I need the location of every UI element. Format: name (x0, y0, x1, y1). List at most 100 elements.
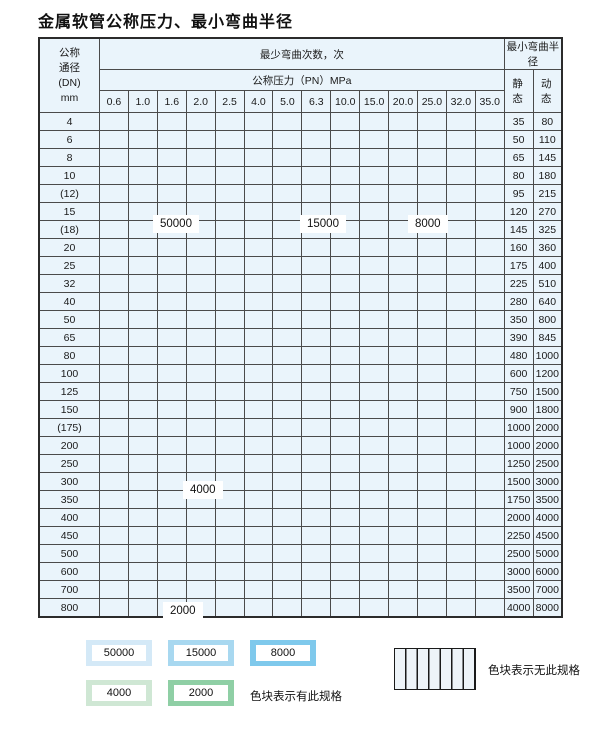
cell-spec-available (214, 166, 245, 185)
cell-static-radius: 65 (503, 148, 534, 167)
cell-spec-available (359, 220, 390, 239)
cell-spec-unavailable (388, 544, 418, 563)
cell-spec-unavailable (272, 562, 303, 581)
cell-static-radius: 1500 (503, 472, 534, 491)
cell-nominal-diameter: 25 (38, 256, 100, 275)
cell-spec-unavailable (474, 544, 505, 563)
cell-spec-unavailable (474, 454, 505, 473)
cell-spec-available (243, 310, 274, 329)
cell-spec-unavailable (330, 382, 361, 401)
cell-spec-available (214, 220, 245, 239)
cell-nominal-diameter: (18) (38, 220, 100, 239)
cell-spec-available (272, 166, 303, 185)
cell-spec-available (99, 526, 129, 545)
cell-spec-unavailable (359, 544, 390, 563)
cell-spec-available (156, 130, 187, 149)
legend-swatch: 50000 (86, 640, 152, 666)
cell-spec-available (185, 274, 216, 293)
cell-spec-unavailable (330, 436, 361, 455)
cell-dynamic-radius: 1800 (532, 400, 563, 419)
cell-spec-available (272, 238, 303, 257)
cell-spec-unavailable (388, 400, 418, 419)
cell-spec-unavailable (416, 274, 447, 293)
cell-spec-available (127, 364, 158, 383)
cell-spec-available (127, 184, 158, 203)
cell-spec-available (99, 436, 129, 455)
cell-dynamic-radius: 110 (532, 130, 563, 149)
table-row: 125 750 1500 (38, 382, 563, 401)
cell-spec-unavailable (359, 598, 390, 618)
table-row: (175) 1000 2000 (38, 418, 563, 437)
table-row: 300 1500 3000 (38, 472, 563, 491)
cell-spec-available (243, 256, 274, 275)
cell-spec-unavailable (330, 526, 361, 545)
cell-spec-unavailable (416, 454, 447, 473)
cell-spec-available (214, 346, 245, 365)
legend-swatch: 15000 (168, 640, 234, 666)
cell-spec-available (156, 274, 187, 293)
cell-spec-available (301, 148, 332, 167)
cell-spec-available (301, 238, 332, 257)
cell-spec-available (99, 544, 129, 563)
cell-spec-unavailable (416, 562, 447, 581)
overlay-bend-count-label: 2000 (163, 602, 203, 620)
cell-spec-available (127, 454, 158, 473)
header-min-bend-radius: 最小弯曲半径 (503, 37, 563, 70)
cell-nominal-diameter: 400 (38, 508, 100, 527)
cell-spec-unavailable (445, 454, 476, 473)
cell-spec-unavailable (445, 238, 476, 257)
cell-dynamic-radius: 4500 (532, 526, 563, 545)
header-pressure-col: 4.0 (243, 90, 274, 113)
cell-spec-available (243, 346, 274, 365)
cell-spec-unavailable (388, 310, 418, 329)
cell-spec-unavailable (416, 472, 447, 491)
cell-spec-unavailable (445, 436, 476, 455)
cell-spec-unavailable (359, 310, 390, 329)
cell-spec-available (156, 418, 187, 437)
cell-spec-unavailable (474, 382, 505, 401)
cell-spec-available (156, 526, 187, 545)
cell-spec-unavailable (388, 346, 418, 365)
table-row: 700 3500 7000 (38, 580, 563, 599)
cell-spec-unavailable (359, 346, 390, 365)
cell-spec-unavailable (474, 328, 505, 347)
cell-spec-available (99, 418, 129, 437)
cell-spec-available (272, 256, 303, 275)
cell-spec-unavailable (388, 454, 418, 473)
cell-spec-available (301, 292, 332, 311)
overlay-bend-count-label: 8000 (408, 215, 448, 233)
cell-spec-unavailable (445, 310, 476, 329)
cell-spec-available (156, 508, 187, 527)
cell-dynamic-radius: 800 (532, 310, 563, 329)
cell-spec-unavailable (388, 364, 418, 383)
legend-no-spec-text: 色块表示无此规格 (488, 665, 580, 677)
cell-static-radius: 35 (503, 112, 534, 131)
cell-spec-unavailable (214, 598, 245, 618)
cell-spec-available (214, 508, 245, 527)
cell-spec-unavailable (359, 292, 390, 311)
cell-spec-available (243, 238, 274, 257)
cell-spec-unavailable (474, 490, 505, 509)
cell-spec-available (445, 112, 476, 131)
cell-static-radius: 175 (503, 256, 534, 275)
cell-spec-available (185, 544, 216, 563)
cell-spec-available (99, 310, 129, 329)
cell-spec-unavailable (388, 598, 418, 618)
header-pressure-col: 5.0 (272, 90, 303, 113)
cell-spec-available (99, 472, 129, 491)
header-row-3: 0.6 1.0 1.6 2.0 2.5 4.0 5.0 6.3 10.0 15.0 20.0 25.0… (39, 90, 562, 113)
cell-spec-available (99, 508, 129, 527)
cell-spec-unavailable (445, 472, 476, 491)
header-pressure-col: 2.5 (214, 90, 245, 113)
cell-spec-unavailable (301, 490, 332, 509)
cell-spec-available (156, 454, 187, 473)
cell-dynamic-radius: 845 (532, 328, 563, 347)
cell-spec-available (214, 418, 245, 437)
cell-spec-unavailable (474, 346, 505, 365)
cell-dynamic-radius: 180 (532, 166, 563, 185)
cell-spec-available (243, 130, 274, 149)
cell-spec-available (243, 292, 274, 311)
cell-spec-unavailable (474, 256, 505, 275)
cell-spec-available (99, 382, 129, 401)
cell-spec-available (127, 256, 158, 275)
